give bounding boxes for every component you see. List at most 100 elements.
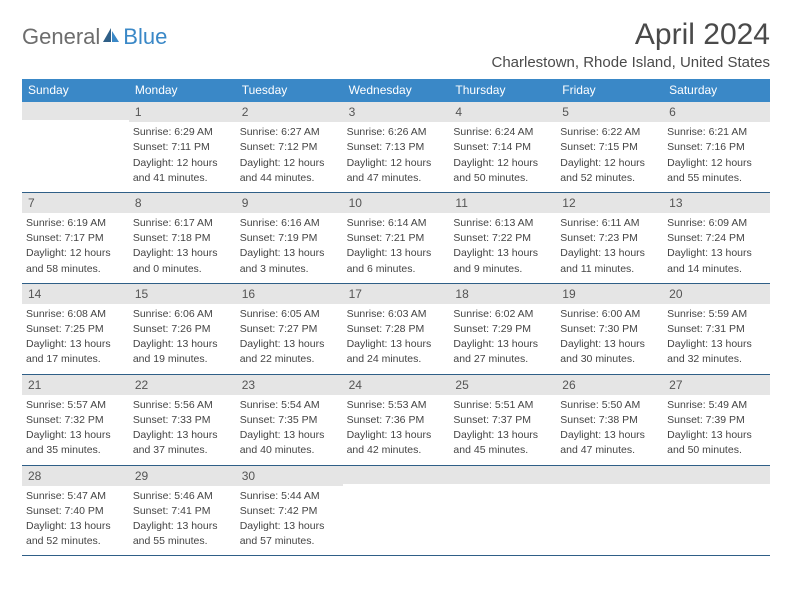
calendar-cell: 30Sunrise: 5:44 AMSunset: 7:42 PMDayligh… (236, 466, 343, 556)
calendar-cell (343, 466, 450, 556)
daylight-text: and 58 minutes. (26, 262, 125, 276)
day-number: 23 (242, 378, 255, 392)
sunset-text: Sunset: 7:28 PM (347, 322, 446, 336)
day-number: 5 (562, 105, 569, 119)
daylight-text: Daylight: 13 hours (453, 246, 552, 260)
calendar-cell: 2Sunrise: 6:27 AMSunset: 7:12 PMDaylight… (236, 102, 343, 192)
daylight-text: Daylight: 12 hours (347, 156, 446, 170)
day-number: 28 (28, 469, 41, 483)
daylight-text: Daylight: 12 hours (133, 156, 232, 170)
day-number: 1 (135, 105, 142, 119)
daynum-bar: 27 (663, 375, 770, 395)
daylight-text: and 3 minutes. (240, 262, 339, 276)
sunset-text: Sunset: 7:32 PM (26, 413, 125, 427)
daylight-text: and 22 minutes. (240, 352, 339, 366)
sunset-text: Sunset: 7:41 PM (133, 504, 232, 518)
sunrise-text: Sunrise: 6:08 AM (26, 307, 125, 321)
calendar-cell: 17Sunrise: 6:03 AMSunset: 7:28 PMDayligh… (343, 284, 450, 374)
day-number: 21 (28, 378, 41, 392)
calendar-cell: 25Sunrise: 5:51 AMSunset: 7:37 PMDayligh… (449, 375, 556, 465)
calendar-cell: 11Sunrise: 6:13 AMSunset: 7:22 PMDayligh… (449, 193, 556, 283)
daynum-bar: 14 (22, 284, 129, 304)
logo-text-blue: Blue (123, 24, 167, 50)
calendar-cell: 28Sunrise: 5:47 AMSunset: 7:40 PMDayligh… (22, 466, 129, 556)
daynum-bar: 23 (236, 375, 343, 395)
calendar-cell: 16Sunrise: 6:05 AMSunset: 7:27 PMDayligh… (236, 284, 343, 374)
daylight-text: and 9 minutes. (453, 262, 552, 276)
day-number: 18 (455, 287, 468, 301)
daynum-bar: 15 (129, 284, 236, 304)
calendar-cell: 19Sunrise: 6:00 AMSunset: 7:30 PMDayligh… (556, 284, 663, 374)
sunset-text: Sunset: 7:15 PM (560, 140, 659, 154)
daylight-text: and 17 minutes. (26, 352, 125, 366)
daynum-bar: 13 (663, 193, 770, 213)
sunrise-text: Sunrise: 5:56 AM (133, 398, 232, 412)
daylight-text: and 11 minutes. (560, 262, 659, 276)
sunrise-text: Sunrise: 6:16 AM (240, 216, 339, 230)
calendar-cell (22, 102, 129, 192)
calendar-cell: 12Sunrise: 6:11 AMSunset: 7:23 PMDayligh… (556, 193, 663, 283)
daynum-bar: 19 (556, 284, 663, 304)
sunset-text: Sunset: 7:42 PM (240, 504, 339, 518)
day-number: 17 (349, 287, 362, 301)
daylight-text: Daylight: 13 hours (133, 519, 232, 533)
day-number: 9 (242, 196, 249, 210)
day-number: 30 (242, 469, 255, 483)
day-number: 27 (669, 378, 682, 392)
daynum-bar: 29 (129, 466, 236, 486)
day-number: 2 (242, 105, 249, 119)
daynum-bar: 17 (343, 284, 450, 304)
daynum-bar (556, 466, 663, 484)
daylight-text: and 47 minutes. (347, 171, 446, 185)
daynum-bar: 11 (449, 193, 556, 213)
sunrise-text: Sunrise: 6:03 AM (347, 307, 446, 321)
day-number: 4 (455, 105, 462, 119)
daylight-text: Daylight: 12 hours (240, 156, 339, 170)
daynum-bar (343, 466, 450, 484)
daylight-text: Daylight: 13 hours (240, 337, 339, 351)
sunrise-text: Sunrise: 6:24 AM (453, 125, 552, 139)
sunset-text: Sunset: 7:33 PM (133, 413, 232, 427)
sunrise-text: Sunrise: 6:29 AM (133, 125, 232, 139)
day-number: 14 (28, 287, 41, 301)
daynum-bar: 20 (663, 284, 770, 304)
day-header: Sunday (22, 79, 129, 102)
sunrise-text: Sunrise: 5:53 AM (347, 398, 446, 412)
daynum-bar: 25 (449, 375, 556, 395)
sunrise-text: Sunrise: 6:14 AM (347, 216, 446, 230)
sunset-text: Sunset: 7:11 PM (133, 140, 232, 154)
daylight-text: Daylight: 13 hours (26, 428, 125, 442)
daynum-bar: 9 (236, 193, 343, 213)
calendar-cell: 22Sunrise: 5:56 AMSunset: 7:33 PMDayligh… (129, 375, 236, 465)
sunset-text: Sunset: 7:26 PM (133, 322, 232, 336)
daynum-bar: 5 (556, 102, 663, 122)
calendar-week: 1 Sunrise: 6:29 AMSunset: 7:11 PM Daylight… (22, 102, 770, 193)
daynum-bar: 24 (343, 375, 450, 395)
day-header: Monday (129, 79, 236, 102)
daylight-text: Daylight: 13 hours (347, 246, 446, 260)
sunrise-text: Sunrise: 6:17 AM (133, 216, 232, 230)
calendar-cell: 7Sunrise: 6:19 AMSunset: 7:17 PMDaylight… (22, 193, 129, 283)
calendar-cell: 23Sunrise: 5:54 AMSunset: 7:35 PMDayligh… (236, 375, 343, 465)
calendar-cell: 15Sunrise: 6:06 AMSunset: 7:26 PMDayligh… (129, 284, 236, 374)
daylight-text: and 35 minutes. (26, 443, 125, 457)
daylight-text: and 24 minutes. (347, 352, 446, 366)
daylight-text: Daylight: 13 hours (453, 428, 552, 442)
day-number: 7 (28, 196, 35, 210)
daynum-bar: 7 (22, 193, 129, 213)
daylight-text: Daylight: 13 hours (26, 337, 125, 351)
sunset-text: Sunset: 7:14 PM (453, 140, 552, 154)
sunset-text: Sunset: 7:31 PM (667, 322, 766, 336)
location-text: Charlestown, Rhode Island, United States (492, 54, 771, 71)
daynum-bar: 12 (556, 193, 663, 213)
daylight-text: Daylight: 12 hours (26, 246, 125, 260)
sunrise-text: Sunrise: 6:22 AM (560, 125, 659, 139)
daylight-text: and 47 minutes. (560, 443, 659, 457)
day-number: 26 (562, 378, 575, 392)
daylight-text: and 50 minutes. (667, 443, 766, 457)
day-number: 10 (349, 196, 362, 210)
calendar-cell: 20Sunrise: 5:59 AMSunset: 7:31 PMDayligh… (663, 284, 770, 374)
daynum-bar: 18 (449, 284, 556, 304)
sunset-text: Sunset: 7:23 PM (560, 231, 659, 245)
daylight-text: and 30 minutes. (560, 352, 659, 366)
